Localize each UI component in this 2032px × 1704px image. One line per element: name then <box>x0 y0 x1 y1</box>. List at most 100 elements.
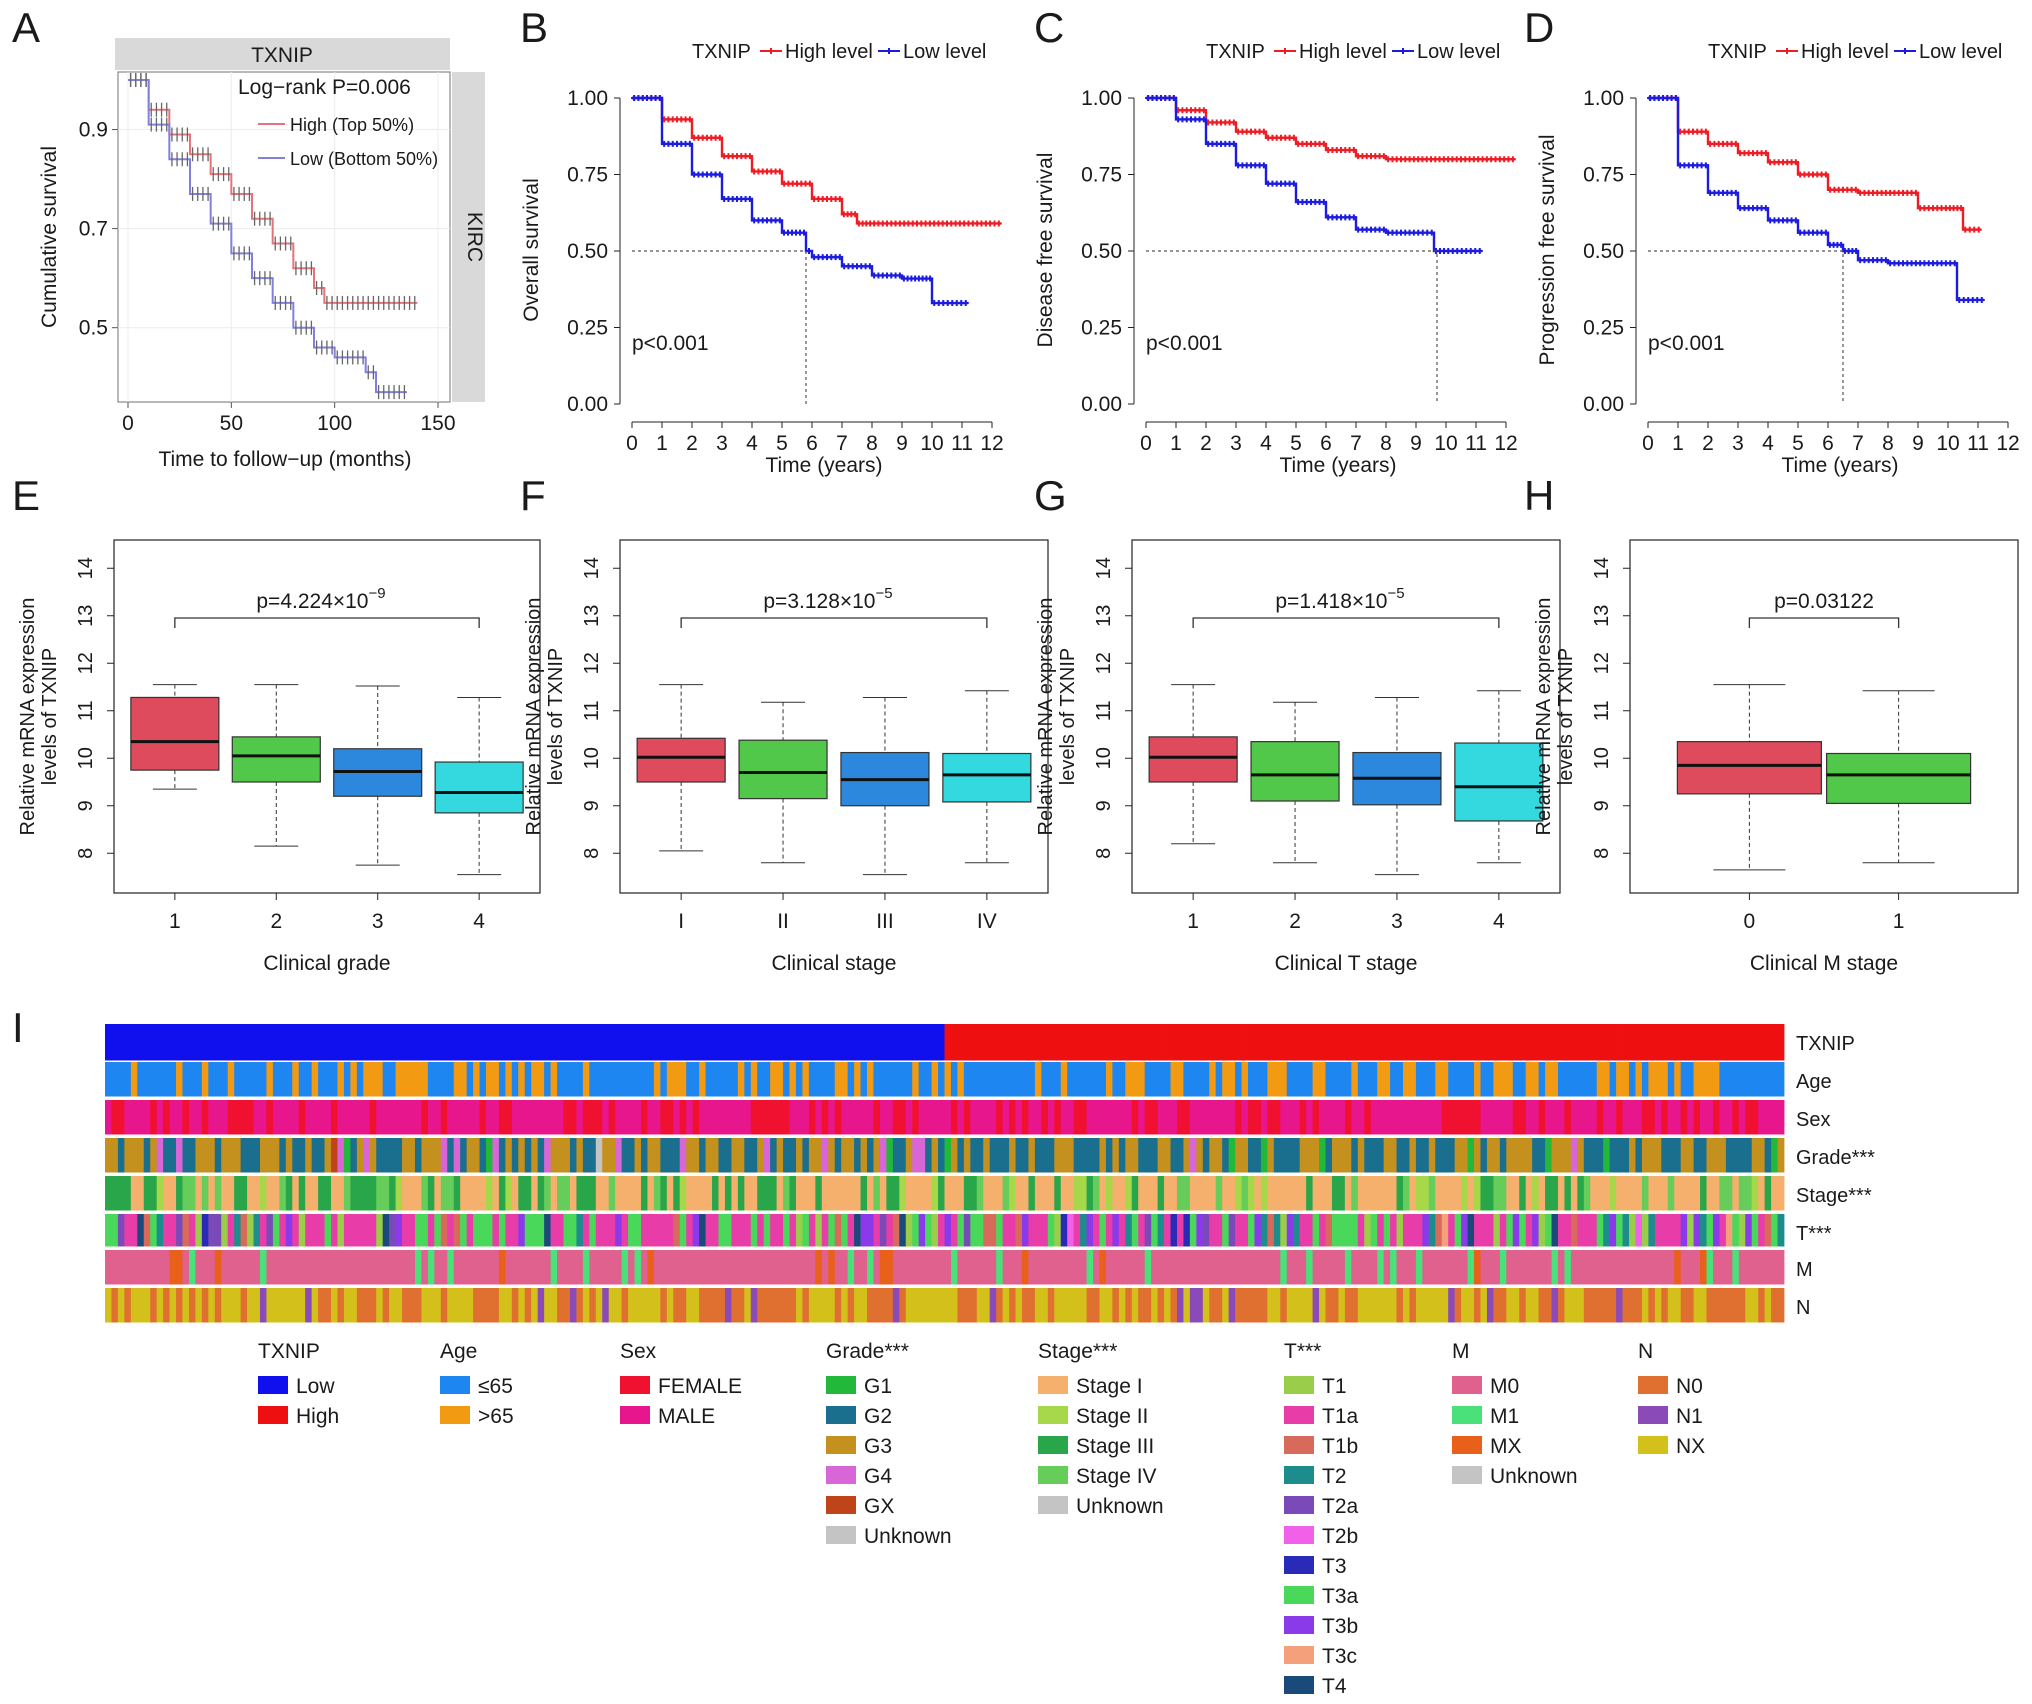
heatmap-cell <box>957 1062 965 1097</box>
heatmap-cell <box>1009 1176 1016 1211</box>
heatmap-cell <box>1545 1288 1552 1323</box>
heatmap-cell <box>105 1024 112 1061</box>
heatmap-cell <box>524 1214 532 1247</box>
heatmap-cell <box>1331 1288 1339 1323</box>
heatmap-cell <box>821 1214 829 1247</box>
heatmap-cell <box>1235 1100 1242 1135</box>
heatmap-cell <box>1099 1176 1107 1211</box>
heatmap-cell <box>983 1176 991 1211</box>
heatmap-cell <box>1719 1176 1727 1211</box>
heatmap-cell <box>395 1024 403 1061</box>
heatmap-cell <box>789 1138 797 1173</box>
heatmap-cell <box>440 1138 448 1173</box>
significance-bracket <box>1192 617 1500 628</box>
heatmap-cell <box>1590 1176 1598 1211</box>
heatmap-cell <box>1654 1138 1662 1173</box>
heatmap-cell <box>1047 1288 1055 1323</box>
heatmap-cell <box>537 1288 545 1323</box>
heatmap-cell <box>1545 1176 1552 1211</box>
heatmap-cell <box>1228 1062 1236 1097</box>
heatmap-cell <box>737 1024 745 1061</box>
y-axis-title: Overall survival <box>520 178 543 322</box>
heatmap-cell <box>1015 1214 1023 1247</box>
heatmap-cell <box>595 1024 603 1061</box>
heatmap-cell <box>369 1138 377 1173</box>
heatmap-cell <box>602 1100 610 1135</box>
censor-mark <box>1320 199 1327 206</box>
heatmap-cell <box>253 1024 261 1061</box>
heatmap-cell <box>1222 1100 1230 1135</box>
heatmap-cell <box>492 1024 500 1061</box>
heatmap-cell <box>763 1100 771 1135</box>
censor-mark <box>1380 153 1387 160</box>
heatmap-cell <box>195 1214 203 1247</box>
heatmap-cell <box>221 1176 229 1211</box>
x-tick-label: I <box>678 910 684 933</box>
heatmap-cell <box>1506 1100 1514 1135</box>
heatmap-cell <box>1028 1138 1036 1173</box>
x-tick-label: 3 <box>372 910 384 933</box>
heatmap-cell <box>479 1176 487 1211</box>
heatmap-cell <box>1751 1250 1759 1285</box>
heatmap-cell <box>660 1250 668 1285</box>
heatmap-cell <box>466 1024 474 1061</box>
heatmap-cell <box>1441 1062 1449 1097</box>
y-tick-label: 0.25 <box>1583 317 1624 340</box>
heatmap-cell <box>1745 1288 1753 1323</box>
heatmap-cell <box>1086 1176 1094 1211</box>
heatmap-cell <box>621 1138 629 1173</box>
heatmap-cell <box>130 1214 138 1247</box>
heatmap-cell <box>1557 1100 1565 1135</box>
heatmap-cell <box>272 1062 280 1097</box>
x-tick-label: 4 <box>746 432 758 455</box>
heatmap-cell <box>1273 1024 1281 1061</box>
heatmap-cell <box>860 1024 868 1061</box>
heatmap-cell <box>976 1288 984 1323</box>
heatmap-cell <box>266 1176 274 1211</box>
x-tick-label: 1 <box>1187 910 1199 933</box>
heatmap-cell <box>1112 1062 1120 1097</box>
heatmap-cell <box>1215 1100 1223 1135</box>
heatmap-cell <box>1564 1100 1572 1135</box>
heatmap-cell <box>1183 1176 1191 1211</box>
heatmap-cell <box>673 1024 681 1061</box>
heatmap-cell <box>1325 1214 1333 1247</box>
heatmap-cell <box>511 1214 519 1247</box>
y-tick-label: 0.7 <box>79 218 108 241</box>
heatmap-cell <box>1306 1100 1313 1135</box>
heatmap-cell <box>1454 1176 1462 1211</box>
heatmap-cell <box>511 1288 519 1323</box>
heatmap-row-2 <box>105 1100 1785 1135</box>
censor-mark <box>1732 140 1739 147</box>
heatmap-cell <box>1725 1288 1733 1323</box>
heatmap-cell <box>776 1288 784 1323</box>
x-tick-label: 0 <box>1642 432 1654 455</box>
heatmap-cell <box>524 1250 532 1285</box>
heatmap-cell <box>227 1176 235 1211</box>
heatmap-cell <box>434 1100 442 1135</box>
heatmap-cell <box>1738 1024 1746 1061</box>
heatmap-row-label: TXNIP <box>1796 1033 1855 1055</box>
heatmap-cell <box>505 1062 513 1097</box>
heatmap-cell <box>1538 1250 1546 1285</box>
heatmap-cell <box>505 1214 513 1247</box>
y-tick-label: 8 <box>75 848 97 859</box>
heatmap-cell <box>137 1138 145 1173</box>
heatmap-cell <box>363 1176 371 1211</box>
heatmap-cell <box>1609 1250 1617 1285</box>
x-tick-label: 8 <box>1380 432 1392 455</box>
heatmap-cell <box>1060 1288 1068 1323</box>
heatmap-cell <box>1009 1100 1016 1135</box>
heatmap-cell <box>1151 1250 1159 1285</box>
heatmap-cell <box>1661 1250 1669 1285</box>
x-tick-label: 8 <box>1882 432 1894 455</box>
heatmap-cell <box>996 1176 1004 1211</box>
heatmap-cell <box>776 1024 784 1061</box>
heatmap-cell <box>582 1024 590 1061</box>
heatmap-cell <box>1435 1024 1443 1061</box>
heatmap-cell <box>1712 1176 1720 1211</box>
heatmap-cell <box>1138 1176 1146 1211</box>
heatmap-cell <box>1228 1138 1236 1173</box>
heatmap-cell <box>1486 1176 1494 1211</box>
heatmap-cell <box>647 1214 655 1247</box>
